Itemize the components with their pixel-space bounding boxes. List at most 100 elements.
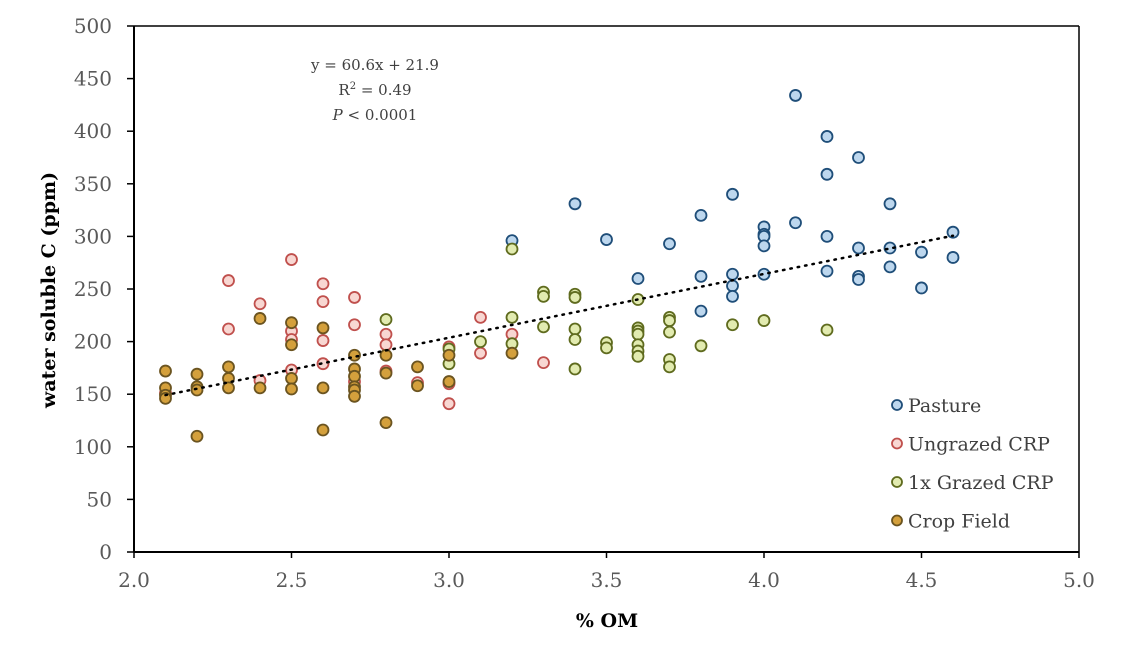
data-point [600, 341, 613, 355]
r-squared: R2 = 0.49 [338, 81, 411, 99]
legend-item: 1x Grazed CRP [891, 472, 1054, 494]
trendline-group [164, 234, 955, 397]
data-point [505, 311, 519, 324]
data-point [222, 322, 235, 336]
data-point [222, 274, 235, 287]
data-point [820, 130, 834, 143]
data-point [820, 323, 834, 337]
data-point [537, 320, 550, 334]
y-tick-label: 400 [74, 119, 112, 143]
data-point [285, 372, 298, 385]
legend: Pasture Ungrazed CRP 1x Grazed CRP Crop Fie… [891, 395, 1054, 533]
data-point [694, 208, 708, 222]
legend-label: Pasture [908, 395, 981, 417]
data-point [348, 389, 361, 403]
data-point [789, 89, 802, 102]
data-point [379, 338, 393, 352]
data-point [852, 241, 865, 255]
y-tick-label: 200 [74, 330, 112, 354]
legend-marker [891, 476, 903, 488]
data-point [694, 339, 708, 353]
data-point [316, 423, 330, 437]
y-axis-ticks: 0 50 100 150 200 250 300 350 400 450 500 [74, 14, 134, 564]
data-point [820, 264, 834, 278]
legend-item: Pasture [891, 395, 981, 417]
x-tick-label: 2.0 [118, 568, 150, 592]
data-point [663, 237, 676, 251]
data-point [253, 381, 267, 395]
legend-label: 1x Grazed CRP [908, 472, 1054, 494]
data-point [726, 187, 739, 201]
y-tick-label: 50 [87, 487, 112, 511]
data-point [505, 242, 519, 256]
data-point [285, 338, 298, 352]
data-point [474, 311, 487, 324]
data-point [222, 381, 235, 395]
data-points [159, 89, 960, 443]
data-point [631, 327, 645, 341]
data-point [663, 314, 676, 327]
r-squared-value: = 0.49 [356, 81, 412, 99]
data-point [883, 260, 897, 274]
data-point [694, 304, 708, 318]
r-squared-superscript: 2 [350, 81, 356, 92]
legend-marker [891, 514, 903, 527]
series-pasture [505, 89, 960, 318]
regression-equation: y = 60.6x + 21.9 [310, 56, 439, 74]
data-point [379, 366, 393, 380]
data-point [757, 239, 771, 253]
data-point [915, 281, 928, 295]
y-tick-label: 450 [74, 67, 112, 91]
legend-marker [891, 437, 903, 450]
legend-item: Ungrazed CRP [891, 434, 1050, 456]
data-point [568, 322, 582, 336]
y-tick-label: 250 [74, 277, 112, 301]
data-point [631, 272, 645, 285]
data-point [474, 346, 487, 360]
data-point [190, 367, 204, 381]
legend-marker [891, 399, 903, 411]
x-axis-title: % OM [576, 610, 638, 632]
series-1x-grazed-crp [379, 242, 834, 376]
data-point [316, 277, 330, 291]
data-point [852, 151, 865, 164]
data-point [159, 364, 172, 378]
data-point [222, 360, 235, 374]
data-point [159, 392, 172, 405]
x-tick-label: 4.5 [906, 568, 938, 592]
y-tick-label: 500 [74, 14, 112, 38]
data-point [411, 379, 424, 393]
data-point [285, 316, 298, 330]
data-point [253, 297, 267, 311]
data-point [379, 327, 393, 341]
data-point [190, 383, 204, 397]
data-point [537, 289, 550, 303]
data-point [537, 356, 550, 370]
r-squared-prefix: R [338, 81, 350, 99]
y-tick-label: 150 [74, 382, 112, 406]
p-value-text: < 0.0001 [343, 106, 418, 124]
data-point [316, 381, 330, 395]
data-point [757, 267, 771, 281]
data-point [316, 295, 330, 309]
data-point [726, 289, 739, 303]
y-tick-label: 100 [74, 435, 112, 459]
data-point [568, 197, 582, 211]
legend-item: Crop Field [891, 511, 1010, 533]
data-point [726, 267, 739, 281]
data-point [316, 357, 330, 371]
data-point [789, 216, 802, 230]
data-point [568, 333, 582, 346]
data-point [631, 349, 645, 363]
x-tick-label: 3.5 [591, 568, 623, 592]
series-crop-field [159, 312, 519, 443]
data-point [190, 429, 204, 443]
x-axis-ticks: 2.0 2.5 3.0 3.5 4.0 4.5 5.0 [118, 552, 1095, 592]
data-point [852, 273, 865, 286]
y-tick-label: 350 [74, 172, 112, 196]
data-point [316, 334, 330, 347]
x-tick-label: 4.0 [748, 568, 780, 592]
legend-label: Ungrazed CRP [908, 434, 1050, 456]
data-point [663, 360, 676, 374]
